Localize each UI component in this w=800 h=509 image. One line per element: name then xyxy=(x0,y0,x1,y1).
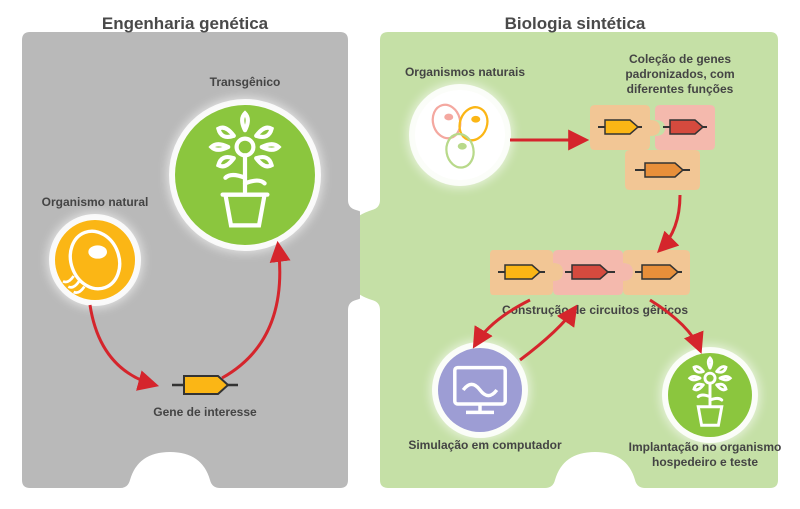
cell-icon xyxy=(55,220,135,300)
host-label: Implantação no organismohospedeiro e tes… xyxy=(620,440,790,470)
transgenic-circle xyxy=(175,105,315,245)
gene-collection-icon xyxy=(590,100,740,195)
organisms-right-circle xyxy=(415,90,505,180)
transgenic-label: Transgênico xyxy=(185,75,305,90)
flower-pot-small-icon xyxy=(668,353,752,437)
organisms-right-label: Organismos naturais xyxy=(400,65,530,80)
gene-collection xyxy=(590,100,740,195)
gene-circuit-icon xyxy=(490,245,690,300)
cells-icon xyxy=(415,90,505,180)
gene-interest-label: Gene de interesse xyxy=(140,405,270,420)
organism-left-label: Organismo natural xyxy=(30,195,160,210)
computer-label: Simulação em computador xyxy=(400,438,570,453)
right-title: Biologia sintética xyxy=(360,14,790,34)
left-panel: Engenharia genética Transgênico xyxy=(10,0,360,509)
host-circle xyxy=(668,353,752,437)
gene-circuit-label: Construção de circuitos gênicos xyxy=(495,303,695,318)
left-title: Engenharia genética xyxy=(10,14,360,34)
computer-circle xyxy=(438,348,522,432)
right-panel: Biologia sintética Organismos naturais xyxy=(360,0,790,509)
gene-collection-label: Coleção de genespadronizados, comdiferen… xyxy=(605,52,755,97)
gene-interest-brick xyxy=(170,370,240,400)
gene-brick-icon xyxy=(170,370,240,400)
gene-circuit xyxy=(490,245,690,300)
monitor-icon xyxy=(438,348,522,432)
organism-left-circle xyxy=(55,220,135,300)
flower-pot-icon xyxy=(175,105,315,245)
